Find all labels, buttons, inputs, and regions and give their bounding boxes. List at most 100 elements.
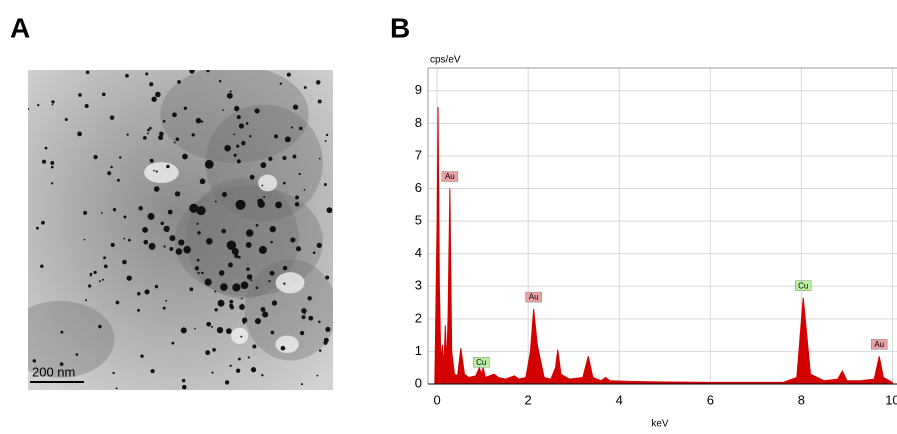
tem-particle — [316, 374, 319, 377]
tem-particle — [199, 178, 206, 185]
tem-particle — [229, 90, 232, 93]
tem-particle — [240, 281, 249, 290]
tem-particle — [262, 311, 269, 318]
tem-particle — [283, 282, 286, 285]
tem-particle — [212, 347, 216, 352]
tem-particle — [169, 235, 176, 242]
tem-particle — [172, 112, 177, 118]
tem-particle — [123, 215, 127, 219]
tem-particle — [233, 153, 237, 157]
tem-particle — [140, 354, 144, 358]
tem-particle — [50, 165, 54, 169]
tem-particle — [257, 198, 264, 205]
tem-particle — [142, 226, 148, 233]
tem-particle — [300, 383, 303, 386]
tem-particle — [301, 308, 307, 314]
tem-particle — [233, 133, 236, 136]
tem-particle — [312, 251, 316, 254]
tem-particle — [181, 378, 186, 383]
tem-particle — [232, 283, 241, 291]
tem-bright — [144, 162, 179, 184]
tem-particle — [128, 238, 131, 242]
tem-region — [160, 70, 309, 163]
peak-label-box — [473, 356, 490, 368]
tem-particle — [149, 126, 152, 130]
tem-particle — [115, 300, 120, 305]
tem-particle — [235, 199, 246, 210]
peak-label-box — [870, 339, 888, 350]
peak-label: Au — [529, 293, 539, 302]
peak-label: Cu — [798, 281, 808, 290]
peak-label: Au — [874, 340, 884, 349]
tem-particle — [204, 159, 214, 169]
tem-particle — [85, 70, 90, 75]
tem-particle — [318, 157, 321, 160]
tem-particle — [181, 384, 187, 390]
tem-particle — [271, 300, 278, 306]
tem-particle — [261, 374, 264, 377]
y-tick-label: 4 — [415, 245, 422, 260]
tem-particle — [103, 256, 107, 260]
tem-particle — [250, 279, 253, 282]
tem-particle — [165, 299, 168, 302]
tem-particle — [146, 132, 149, 135]
tem-particle — [189, 287, 194, 292]
tem-particle — [308, 315, 314, 321]
tem-particle — [318, 349, 322, 352]
tem-particle — [303, 188, 306, 191]
tem-particle — [229, 364, 232, 367]
tem-particle — [44, 146, 48, 150]
tem-particle — [143, 239, 149, 245]
tem-particle — [236, 159, 241, 164]
tem-particle — [282, 155, 287, 161]
tem-particle — [245, 241, 252, 248]
tem-particle — [41, 220, 45, 225]
tem-particle — [177, 80, 181, 84]
tem-particle — [234, 254, 239, 259]
tem-particle — [183, 245, 191, 254]
panel-label: B — [390, 12, 410, 43]
tem-particle — [316, 242, 322, 248]
tem-particle — [214, 308, 218, 312]
tem-particle — [237, 255, 241, 259]
tem-particle — [274, 134, 279, 139]
tem-particle — [236, 144, 240, 148]
tem-particle — [323, 182, 327, 187]
tem-particle — [197, 271, 200, 274]
tem-particle — [230, 305, 234, 310]
tem-particle — [183, 106, 188, 110]
tem-region — [244, 259, 333, 361]
tem-particle — [255, 286, 259, 290]
tem-particle — [247, 356, 250, 359]
y-tick-label: 0 — [415, 375, 422, 390]
tem-particle — [292, 104, 299, 110]
tem-particle — [281, 347, 285, 351]
tem-particle — [174, 191, 181, 197]
tem-particle — [229, 299, 234, 304]
tem-particle — [235, 368, 241, 373]
tem-particle — [149, 158, 154, 163]
tem-particle — [196, 222, 199, 225]
tem-particle — [109, 115, 115, 120]
tem-particle — [77, 131, 82, 137]
tem-particle — [290, 126, 293, 129]
tem-bright — [231, 327, 249, 344]
tem-particle — [224, 144, 231, 152]
tem-particle — [325, 326, 331, 332]
tem-image — [28, 70, 333, 390]
tem-particle — [298, 172, 301, 176]
tem-particle — [88, 284, 92, 288]
tem-particle — [93, 154, 98, 160]
tem-particle — [261, 184, 264, 187]
tem-particle — [125, 73, 129, 78]
tem-particle — [245, 122, 249, 125]
peak-label: Cu — [476, 358, 486, 367]
tem-particle — [51, 100, 55, 104]
tem-particle — [275, 201, 283, 209]
y-axis-label: cps/eV — [430, 55, 461, 66]
scale-bar-label: 200 nm — [32, 364, 75, 379]
y-tick-label: 9 — [415, 82, 422, 97]
y-tick-label: 6 — [415, 180, 422, 195]
tem-region — [28, 300, 115, 378]
tem-particle — [59, 362, 64, 366]
